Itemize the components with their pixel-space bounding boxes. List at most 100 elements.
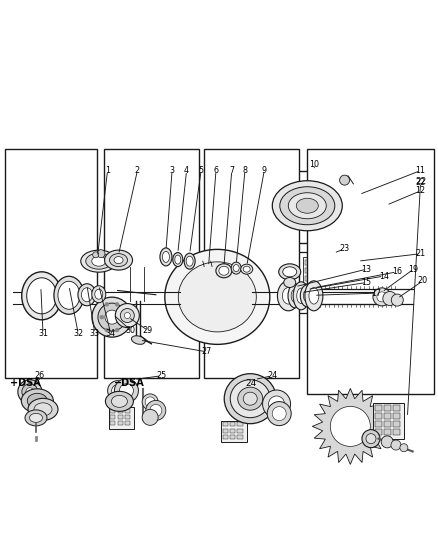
Ellipse shape [365, 434, 375, 443]
Ellipse shape [109, 254, 127, 266]
Ellipse shape [277, 281, 299, 311]
Bar [269, 171, 359, 243]
Bar [392, 421, 399, 427]
Circle shape [267, 401, 290, 426]
Ellipse shape [186, 256, 193, 266]
Ellipse shape [290, 289, 298, 302]
Circle shape [114, 378, 138, 403]
Circle shape [142, 394, 158, 410]
Ellipse shape [25, 410, 47, 426]
Ellipse shape [105, 391, 133, 411]
Text: 27: 27 [201, 348, 211, 356]
Circle shape [329, 406, 370, 447]
Bar [203, 149, 298, 378]
Bar [104, 149, 199, 378]
Circle shape [268, 396, 284, 412]
Bar [109, 407, 134, 429]
Circle shape [399, 443, 407, 452]
Circle shape [119, 384, 133, 398]
Ellipse shape [104, 250, 132, 270]
Text: 22: 22 [414, 178, 425, 187]
Ellipse shape [28, 398, 58, 421]
Ellipse shape [224, 374, 276, 424]
Ellipse shape [92, 286, 106, 303]
Bar [117, 415, 123, 419]
Circle shape [115, 303, 139, 328]
Ellipse shape [243, 266, 250, 272]
Ellipse shape [21, 389, 53, 413]
Text: 20: 20 [417, 277, 427, 285]
Text: 26: 26 [34, 372, 45, 380]
Text: 5: 5 [198, 166, 203, 175]
Ellipse shape [184, 253, 195, 269]
Bar [374, 413, 381, 419]
Ellipse shape [173, 253, 182, 266]
Bar [117, 421, 123, 425]
Ellipse shape [164, 249, 269, 344]
Text: 17: 17 [370, 289, 380, 297]
Text: 3: 3 [169, 166, 174, 175]
Ellipse shape [95, 289, 102, 299]
Bar [315, 268, 324, 273]
Text: 33: 33 [90, 329, 99, 337]
Circle shape [105, 302, 109, 306]
Text: 24: 24 [266, 372, 277, 380]
Ellipse shape [296, 288, 305, 303]
Circle shape [272, 407, 286, 421]
Circle shape [382, 292, 396, 305]
Bar [374, 405, 381, 411]
Ellipse shape [272, 181, 342, 231]
Ellipse shape [27, 278, 57, 314]
Text: 7: 7 [229, 166, 234, 175]
Ellipse shape [81, 288, 92, 302]
Ellipse shape [283, 278, 295, 287]
Text: 2: 2 [134, 166, 140, 175]
Bar [383, 405, 390, 411]
Text: 10: 10 [309, 160, 318, 168]
Ellipse shape [215, 264, 231, 278]
Circle shape [115, 328, 119, 332]
Ellipse shape [27, 393, 47, 408]
Ellipse shape [114, 256, 123, 264]
Ellipse shape [282, 288, 294, 304]
Polygon shape [202, 261, 215, 279]
Bar [237, 422, 242, 426]
Bar [304, 276, 313, 281]
Circle shape [372, 288, 390, 306]
Bar [117, 408, 123, 413]
Bar [237, 429, 242, 433]
Ellipse shape [131, 336, 145, 344]
Bar [307, 149, 433, 394]
Text: 34: 34 [106, 329, 115, 337]
Bar [304, 268, 313, 273]
Bar [374, 429, 381, 435]
Ellipse shape [293, 282, 308, 310]
Circle shape [22, 384, 38, 400]
Text: −DSA: −DSA [114, 378, 145, 387]
Bar [383, 413, 390, 419]
Ellipse shape [279, 187, 334, 225]
Bar [245, 287, 385, 304]
Ellipse shape [304, 281, 322, 311]
Circle shape [107, 381, 127, 401]
Ellipse shape [288, 193, 325, 219]
Text: 8: 8 [242, 166, 247, 175]
Ellipse shape [303, 290, 311, 302]
Text: 32: 32 [73, 329, 83, 337]
Bar [222, 435, 227, 439]
Ellipse shape [287, 284, 301, 308]
Ellipse shape [237, 387, 262, 410]
Circle shape [18, 379, 42, 404]
Text: 16: 16 [391, 268, 401, 276]
Circle shape [99, 315, 104, 319]
Circle shape [115, 302, 119, 306]
Circle shape [145, 400, 166, 421]
Ellipse shape [361, 430, 379, 448]
Bar [304, 260, 313, 265]
Ellipse shape [282, 267, 296, 277]
Circle shape [97, 249, 105, 258]
Circle shape [390, 294, 403, 306]
Bar [392, 429, 399, 435]
Circle shape [380, 436, 392, 448]
Text: 25: 25 [156, 372, 166, 380]
